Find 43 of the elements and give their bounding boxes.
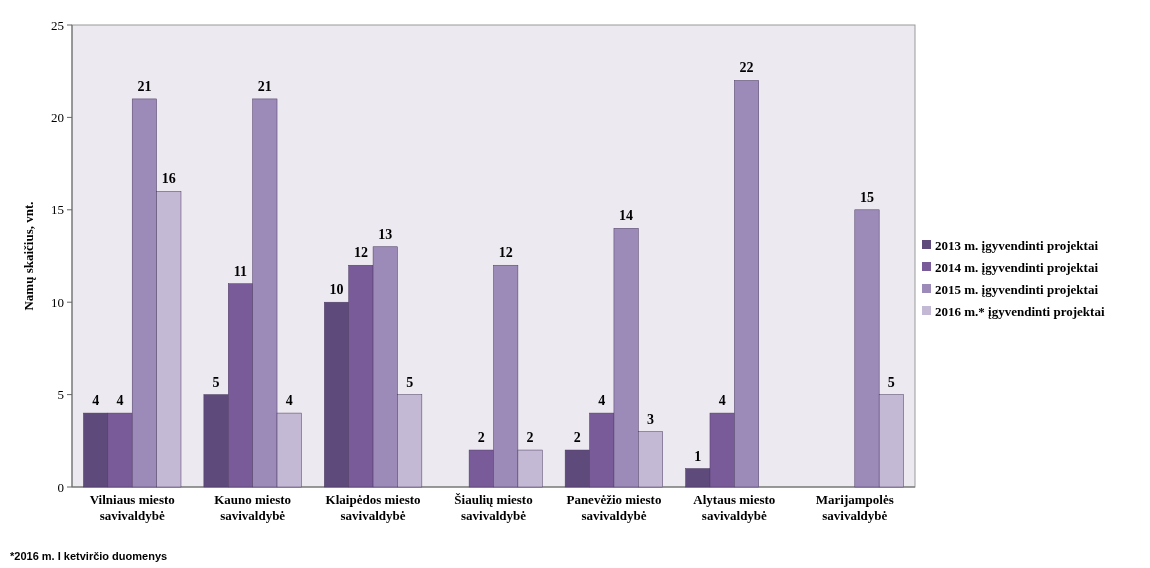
data-label: 12 xyxy=(498,245,513,261)
data-label: 10 xyxy=(329,282,344,298)
x-tick-label: Panevėžio miesto savivaldybė xyxy=(566,492,662,523)
y-tick-label: 10 xyxy=(51,294,64,310)
data-label: 3 xyxy=(647,411,655,427)
x-tick-label: Klaipėdos miesto savivaldybė xyxy=(325,492,421,523)
x-tick-label: Šiaulių miesto savivaldybė xyxy=(454,492,533,523)
data-label: 2 xyxy=(526,430,534,446)
y-tick-label: 15 xyxy=(51,202,64,218)
legend-label: 2016 m.* įgyvendinti projektai xyxy=(935,303,1105,319)
y-tick-label: 25 xyxy=(51,17,64,33)
data-label: 2 xyxy=(573,430,581,446)
data-label: 4 xyxy=(285,393,293,409)
text: *2016 m. I ketvirčio duomenys xyxy=(10,550,168,562)
data-label: 14 xyxy=(619,208,634,224)
data-label: 11 xyxy=(233,263,248,279)
legend-label: 2013 m. įgyvendinti projektai xyxy=(935,237,1099,253)
y-tick-label: 20 xyxy=(51,109,64,125)
data-label: 2 xyxy=(477,430,485,446)
data-label: 4 xyxy=(116,393,124,409)
data-label: 4 xyxy=(92,393,100,409)
data-label: 4 xyxy=(718,393,726,409)
legend-label: 2014 m. įgyvendinti projektai xyxy=(935,259,1099,275)
data-label: 15 xyxy=(859,189,874,205)
legend-label: 2015 m. įgyvendinti projektai xyxy=(935,281,1099,297)
x-tick-label: Alytaus miesto savivaldybė xyxy=(693,492,776,523)
data-label: 5 xyxy=(212,374,220,390)
x-tick-label: Marijampolės savivaldybė xyxy=(815,492,894,523)
data-label: 22 xyxy=(739,60,754,76)
x-tick-label: Vilniaus miesto savivaldybė xyxy=(89,492,175,523)
x-tick-label: Kauno miesto savivaldybė xyxy=(214,492,292,523)
data-label: 4 xyxy=(598,393,606,409)
data-label: 5 xyxy=(887,374,895,390)
data-label: 16 xyxy=(161,171,176,187)
data-label: 1 xyxy=(694,448,702,464)
y-axis-title: Namų skaičius, vnt. xyxy=(21,201,36,311)
data-label: 21 xyxy=(137,78,152,94)
data-label: 12 xyxy=(353,245,368,261)
data-label: 13 xyxy=(378,226,393,242)
y-tick-label: 5 xyxy=(57,387,64,403)
data-label: 21 xyxy=(257,78,272,94)
data-label: 5 xyxy=(406,374,414,390)
y-tick-label: 0 xyxy=(57,479,64,495)
